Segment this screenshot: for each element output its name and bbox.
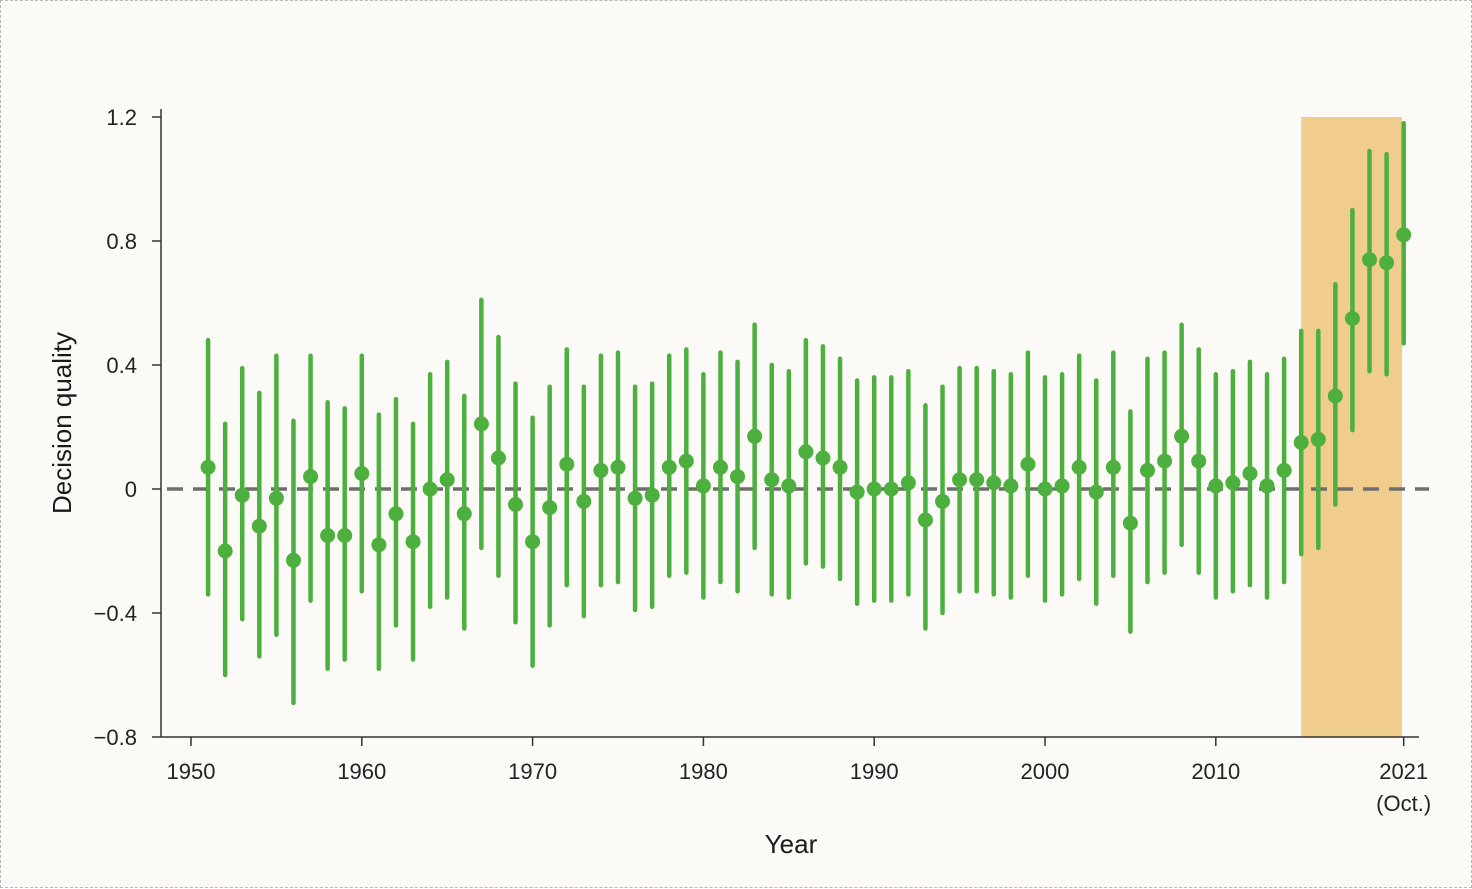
data-point <box>251 518 267 534</box>
data-marks <box>200 120 1412 706</box>
data-point <box>371 537 387 553</box>
data-point <box>1122 515 1138 531</box>
y-tick-label: −0.4 <box>94 601 137 626</box>
data-point <box>832 459 848 475</box>
data-point <box>1225 475 1241 491</box>
data-point <box>627 490 643 506</box>
data-point <box>1054 478 1070 494</box>
data-point <box>695 478 711 494</box>
x-tick-label: 1950 <box>167 759 216 784</box>
data-point <box>456 506 472 522</box>
data-point <box>1139 462 1155 478</box>
data-point <box>900 475 916 491</box>
data-point <box>234 487 250 503</box>
data-point <box>1157 453 1173 469</box>
data-point <box>439 472 455 488</box>
data-point <box>337 528 353 543</box>
data-point <box>849 484 865 500</box>
x-axis-title: Year <box>765 829 818 859</box>
y-tick-label: −0.8 <box>94 725 137 750</box>
y-tick-label: 1.2 <box>106 105 137 130</box>
data-point <box>1020 456 1036 472</box>
x-tick-label: 1980 <box>679 759 728 784</box>
data-point <box>1310 431 1326 447</box>
data-point <box>559 456 575 472</box>
data-point <box>1327 388 1343 404</box>
data-point <box>217 543 233 559</box>
data-point <box>986 475 1002 491</box>
data-point <box>490 450 506 466</box>
data-point <box>1191 453 1207 469</box>
data-point <box>969 472 985 488</box>
data-point <box>644 487 660 503</box>
data-point <box>1071 459 1087 475</box>
x-tick-label: 2000 <box>1021 759 1070 784</box>
data-point <box>405 534 421 550</box>
data-point <box>678 453 694 469</box>
data-point <box>1105 459 1121 475</box>
data-point <box>354 466 370 481</box>
data-point <box>1276 462 1292 478</box>
data-point <box>935 493 951 509</box>
data-point <box>1259 478 1275 494</box>
data-point <box>764 472 780 488</box>
data-point <box>1344 311 1360 326</box>
x-tick-sublabel: (Oct.) <box>1376 791 1431 816</box>
x-axis-ticks: 1950 1960 1970 1980 1990 2000 2010 2021 (Oct.) <box>167 737 1431 816</box>
data-point <box>1379 255 1395 271</box>
data-point <box>200 459 216 475</box>
data-point <box>303 469 319 485</box>
data-point <box>1396 227 1412 243</box>
x-tick-label: 1960 <box>337 759 386 784</box>
data-point <box>268 490 284 506</box>
y-tick-label: 0 <box>125 477 137 502</box>
data-point <box>781 478 797 494</box>
data-point <box>1088 484 1104 500</box>
data-point <box>542 500 558 516</box>
y-axis-title: Decision quality <box>47 332 77 514</box>
x-tick-label: 2021 <box>1379 759 1428 784</box>
data-point <box>730 469 746 485</box>
data-point <box>525 534 541 550</box>
y-axis-ticks: 1.2 0.8 0.4 0 −0.4 −0.8 <box>94 105 161 750</box>
y-tick-label: 0.8 <box>106 229 137 254</box>
data-point <box>917 512 933 528</box>
data-point <box>320 528 336 543</box>
data-point <box>661 459 677 475</box>
data-point <box>610 459 626 475</box>
x-tick-label: 2010 <box>1191 759 1240 784</box>
data-point <box>1208 478 1224 494</box>
data-point <box>1174 428 1190 444</box>
x-tick-label: 1970 <box>508 759 557 784</box>
data-point <box>883 481 899 497</box>
y-tick-label: 0.4 <box>106 353 137 378</box>
data-point <box>798 444 814 460</box>
data-point <box>1242 466 1258 481</box>
data-point <box>1037 481 1053 497</box>
data-point <box>952 472 968 488</box>
data-point <box>1003 478 1019 494</box>
data-point <box>508 497 524 512</box>
data-point <box>1362 252 1378 268</box>
data-point <box>747 428 763 444</box>
data-point <box>593 462 609 478</box>
data-point <box>422 481 438 497</box>
data-point <box>473 416 489 432</box>
x-tick-label: 1990 <box>850 759 899 784</box>
data-point <box>1293 435 1309 450</box>
data-point <box>388 506 404 522</box>
data-point <box>576 493 592 509</box>
data-point <box>712 459 728 475</box>
data-point <box>866 481 882 497</box>
data-point <box>285 552 301 568</box>
data-point <box>815 450 831 466</box>
